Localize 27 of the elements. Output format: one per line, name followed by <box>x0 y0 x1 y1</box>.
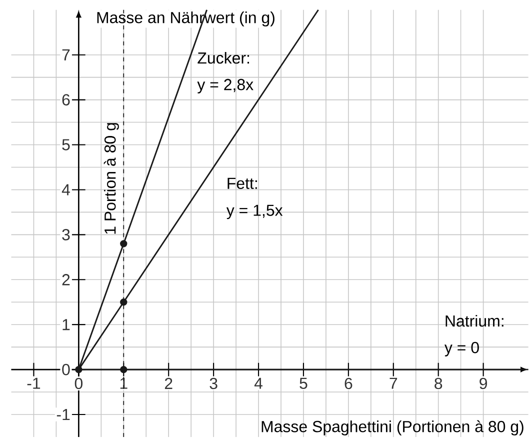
y-tick-label: 0 <box>62 364 70 376</box>
x-tick-label: 6 <box>344 378 352 390</box>
annotation: y = 1,5x <box>226 204 283 220</box>
y-tick-label: -1 <box>56 409 70 420</box>
x-tick-label: 4 <box>254 378 262 389</box>
y-tick-label: 3 <box>62 229 70 240</box>
y-tick-label: 7 <box>62 50 70 61</box>
series-label: Zucker: <box>198 52 250 64</box>
x-tick-label: 2 <box>164 378 172 390</box>
x-tick-label: -1 <box>27 378 40 389</box>
y-tick-label: 2 <box>62 274 70 286</box>
x-tick-label: 8 <box>434 378 442 390</box>
x-tick-label: 0 <box>74 378 83 390</box>
annotation: y = 2,8x <box>197 79 254 94</box>
y-tick-label: 4 <box>62 184 70 196</box>
y-tick-label: 6 <box>62 94 70 106</box>
y-tick-label: 1 <box>62 319 70 330</box>
y-tick-label: 5 <box>62 139 70 150</box>
text: Natrium: <box>446 315 504 327</box>
x-tick-label: 5 <box>300 378 308 390</box>
x-tick-label: 3 <box>210 378 218 390</box>
x-tick-label: 9 <box>480 378 487 390</box>
series-label: Fett: <box>228 178 257 190</box>
ref-line-label: 1 Portion à 80 g <box>104 123 119 234</box>
x-tick-label: 7 <box>390 378 398 389</box>
annotation: y = 0 <box>444 342 479 357</box>
x-axis-title: Masse Spaghettini (Portionen à 80 g) <box>262 420 524 436</box>
